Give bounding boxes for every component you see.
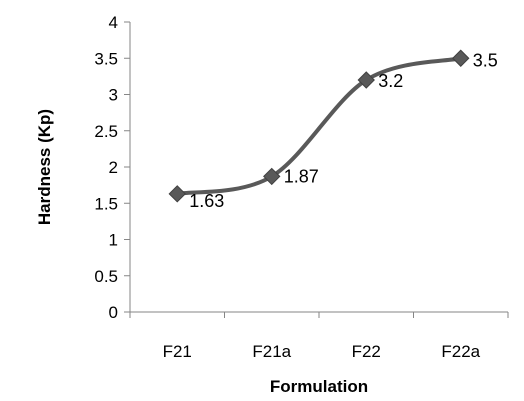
data-point-marker	[263, 167, 281, 186]
y-tick-label: 2.5	[94, 122, 118, 141]
y-axis-ticks: 0 0.5 1 1.5 2 2.5 3 3.5 4	[94, 13, 130, 322]
x-tick-label: F21a	[252, 342, 291, 361]
data-labels: 1.63 1.87 3.2 3.5	[189, 50, 498, 211]
data-label: 1.87	[284, 166, 319, 186]
x-tick-label: F22	[352, 342, 381, 361]
x-axis-title: Formulation	[270, 377, 368, 396]
data-label: 3.5	[473, 50, 498, 70]
data-point-marker	[357, 71, 375, 89]
y-tick-label: 0	[109, 303, 118, 322]
data-point-marker	[168, 185, 186, 203]
y-tick-label: 3.5	[94, 49, 118, 68]
x-tick-label: F22a	[441, 342, 480, 361]
y-tick-label: 4	[109, 13, 118, 32]
x-tick-label: F21	[163, 342, 192, 361]
series-line	[175, 56, 463, 196]
y-tick-label: 1.5	[94, 194, 118, 213]
y-tick-label: 1	[109, 231, 118, 250]
data-point-marker	[452, 49, 470, 67]
y-axis-title: Hardness (Kp)	[35, 109, 54, 225]
y-tick-label: 3	[109, 86, 118, 105]
y-tick-label: 0.5	[94, 267, 118, 286]
y-tick-label: 2	[109, 158, 118, 177]
data-label: 3.2	[378, 71, 403, 91]
data-label: 1.63	[189, 191, 224, 211]
x-axis-ticks: F21 F21a F22 F22a	[129, 312, 509, 361]
series-markers	[168, 49, 470, 203]
